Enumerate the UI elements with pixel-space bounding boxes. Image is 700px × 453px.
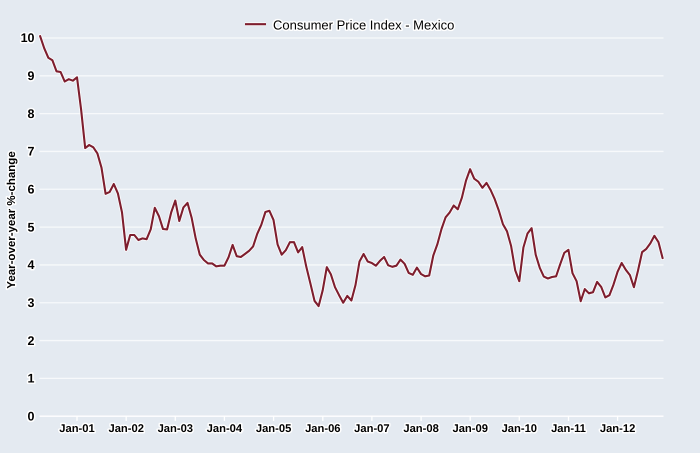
svg-text:10: 10 [21,31,35,45]
svg-text:Jan-06: Jan-06 [305,423,340,435]
svg-text:Consumer Price Index - Mexico: Consumer Price Index - Mexico [273,18,454,33]
svg-text:4: 4 [28,258,35,272]
svg-text:Jan-07: Jan-07 [354,423,389,435]
svg-text:5: 5 [28,220,35,234]
svg-text:Year-over-year %-change: Year-over-year %-change [6,151,18,288]
svg-text:Jan-01: Jan-01 [59,423,94,435]
svg-text:Jan-12: Jan-12 [600,423,635,435]
svg-text:1: 1 [28,372,35,386]
svg-text:Jan-08: Jan-08 [403,423,438,435]
svg-text:7: 7 [28,145,35,159]
svg-text:1: 1 [28,372,35,386]
svg-text:Jan-03: Jan-03 [158,423,193,435]
svg-text:0: 0 [28,409,35,423]
svg-text:8: 8 [28,107,35,121]
svg-text:Jan-02: Jan-02 [108,423,143,435]
svg-text:Year-over-year %-change: Year-over-year %-change [6,151,18,288]
svg-text:Jan-09: Jan-09 [452,423,487,435]
svg-text:Jan-05: Jan-05 [256,423,291,435]
svg-text:Jan-06: Jan-06 [305,423,340,435]
svg-text:2: 2 [28,334,35,348]
svg-text:0: 0 [28,409,35,423]
svg-text:4: 4 [28,258,35,272]
svg-text:9: 9 [28,69,35,83]
svg-text:Jan-07: Jan-07 [354,423,389,435]
svg-text:Jan-04: Jan-04 [207,423,243,435]
svg-text:Jan-12: Jan-12 [600,423,635,435]
svg-text:Jan-08: Jan-08 [403,423,438,435]
svg-text:Jan-10: Jan-10 [502,423,537,435]
svg-text:Jan-09: Jan-09 [452,423,487,435]
svg-text:7: 7 [28,145,35,159]
svg-text:10: 10 [21,31,35,45]
svg-text:8: 8 [28,107,35,121]
svg-text:Jan-03: Jan-03 [158,423,193,435]
svg-text:Jan-05: Jan-05 [256,423,291,435]
svg-text:6: 6 [28,183,35,197]
svg-text:5: 5 [28,220,35,234]
svg-text:3: 3 [28,296,35,310]
svg-text:Jan-11: Jan-11 [551,423,586,435]
svg-text:Jan-04: Jan-04 [207,423,243,435]
svg-text:Jan-01: Jan-01 [59,423,94,435]
svg-text:2: 2 [28,334,35,348]
svg-text:3: 3 [28,296,35,310]
svg-text:Jan-11: Jan-11 [551,423,586,435]
svg-text:9: 9 [28,69,35,83]
svg-text:6: 6 [28,183,35,197]
svg-text:Jan-02: Jan-02 [108,423,143,435]
svg-text:Jan-10: Jan-10 [502,423,537,435]
svg-text:Consumer Price Index - Mexico: Consumer Price Index - Mexico [273,18,454,33]
